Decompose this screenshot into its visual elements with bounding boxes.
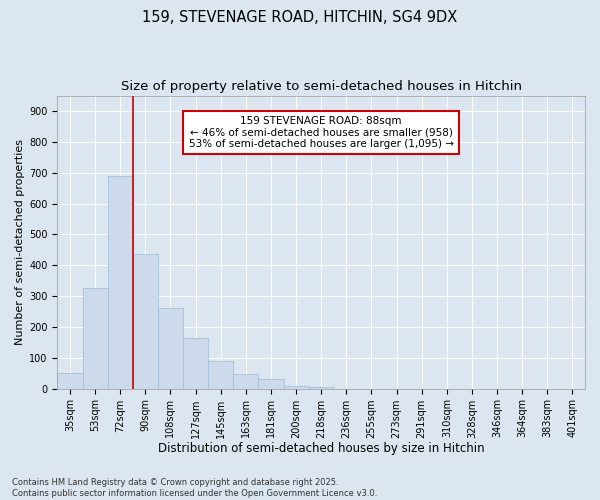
Bar [183, 338, 208, 388]
Text: 159 STEVENAGE ROAD: 88sqm
← 46% of semi-detached houses are smaller (958)
53% of: 159 STEVENAGE ROAD: 88sqm ← 46% of semi-… [188, 116, 454, 150]
Bar [107, 176, 133, 388]
Text: Contains HM Land Registry data © Crown copyright and database right 2025.
Contai: Contains HM Land Registry data © Crown c… [12, 478, 377, 498]
Bar [259, 380, 284, 388]
Bar [284, 386, 308, 388]
Bar [58, 373, 83, 388]
Y-axis label: Number of semi-detached properties: Number of semi-detached properties [15, 139, 25, 345]
Bar [83, 288, 107, 388]
Bar [208, 361, 233, 388]
Text: 159, STEVENAGE ROAD, HITCHIN, SG4 9DX: 159, STEVENAGE ROAD, HITCHIN, SG4 9DX [142, 10, 458, 25]
Bar [308, 387, 334, 388]
Bar [233, 374, 259, 388]
X-axis label: Distribution of semi-detached houses by size in Hitchin: Distribution of semi-detached houses by … [158, 442, 485, 455]
Title: Size of property relative to semi-detached houses in Hitchin: Size of property relative to semi-detach… [121, 80, 521, 93]
Bar [133, 254, 158, 388]
Bar [158, 308, 183, 388]
